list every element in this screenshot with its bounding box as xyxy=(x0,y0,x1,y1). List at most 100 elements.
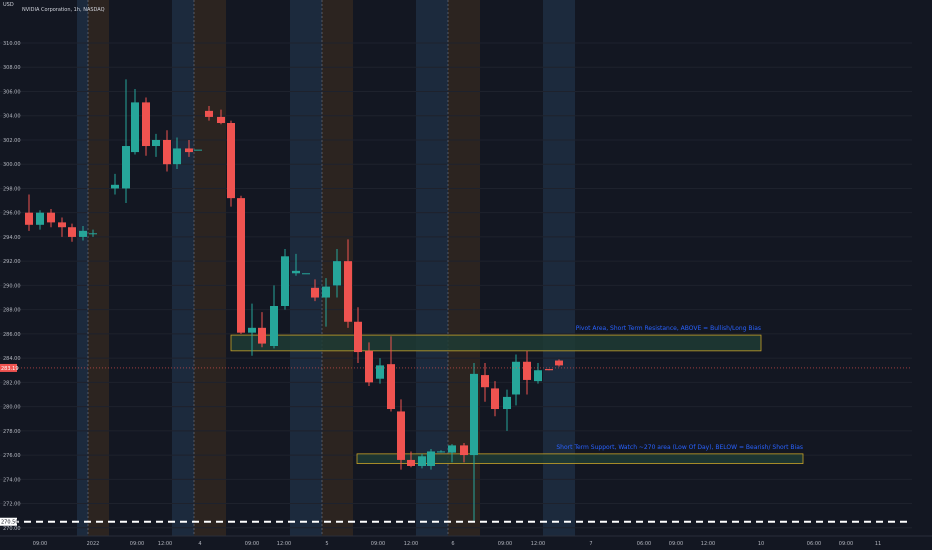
candle-body xyxy=(344,261,352,322)
x-tick-label: 12:00 xyxy=(701,541,715,547)
y-tick-label: 310.00 xyxy=(3,41,21,47)
candle-body xyxy=(36,212,44,225)
y-tick-label: 286.00 xyxy=(3,332,21,338)
candle-body xyxy=(437,451,445,453)
candle-body xyxy=(311,287,319,298)
session-band xyxy=(416,0,448,536)
candle-body xyxy=(217,116,225,123)
candles xyxy=(25,79,563,521)
y-tick-label: 304.00 xyxy=(3,114,21,120)
candle-body xyxy=(460,445,468,456)
y-tick-label: 300.00 xyxy=(3,162,21,168)
x-tick-label: 7 xyxy=(589,541,592,547)
candle-body xyxy=(111,184,119,189)
x-tick-label: 09:00 xyxy=(669,541,683,547)
grid xyxy=(0,0,912,536)
candle-body xyxy=(227,122,235,199)
y-tick-label: 274.00 xyxy=(3,477,21,483)
y-tick-label: 272.00 xyxy=(3,502,21,508)
candle-body xyxy=(397,411,405,460)
annotation-zone xyxy=(230,334,762,352)
x-tick-label: 09:00 xyxy=(371,541,385,547)
candle-body xyxy=(470,373,478,456)
session-band xyxy=(172,0,194,536)
y-tick-label: 290.00 xyxy=(3,283,21,289)
annotation-zone xyxy=(356,453,804,464)
session-band xyxy=(194,0,226,536)
x-tick-label: 12:00 xyxy=(158,541,172,547)
candle-body xyxy=(333,261,341,286)
x-tick-label: 6 xyxy=(451,541,454,547)
candle-body xyxy=(491,388,499,410)
x-tick-label: 09:00 xyxy=(839,541,853,547)
y-tick-label: 292.00 xyxy=(3,259,21,265)
y-tick-label: 308.00 xyxy=(3,65,21,71)
candle-body xyxy=(270,306,278,346)
session-band xyxy=(77,0,88,536)
x-tick-label: 5 xyxy=(325,541,328,547)
y-tick-label: 296.00 xyxy=(3,211,21,217)
candle-body xyxy=(281,256,289,307)
y-tick-label: 280.00 xyxy=(3,405,21,411)
x-tick-label: 11 xyxy=(875,541,881,547)
candle-body xyxy=(545,369,553,371)
annotation-label: Short Term Support, Watch ~270 area (Low… xyxy=(556,444,803,451)
y-tick-label: 282.00 xyxy=(3,380,21,386)
candle-body xyxy=(512,361,520,395)
x-tick-label: 09:00 xyxy=(498,541,512,547)
candle-body xyxy=(354,321,362,353)
x-tick-label: 06:00 xyxy=(807,541,821,547)
candle-body xyxy=(89,233,97,235)
x-tick-label: 09:00 xyxy=(245,541,259,547)
candle-body xyxy=(185,148,193,153)
candle-body xyxy=(387,364,395,410)
candle-body xyxy=(427,451,435,466)
candle-body xyxy=(205,110,213,117)
candle-body xyxy=(503,396,511,410)
y-tick-label: 284.00 xyxy=(3,356,21,362)
x-tick-label: 09:00 xyxy=(130,541,144,547)
candle-body xyxy=(555,360,563,366)
session-band xyxy=(290,0,322,536)
candle-body xyxy=(68,227,76,237)
candle-body xyxy=(481,375,489,388)
x-tick-label: 12:00 xyxy=(531,541,545,547)
candle-body xyxy=(523,361,531,380)
candle-body xyxy=(302,273,310,275)
candle-body xyxy=(448,445,456,453)
candle-body xyxy=(152,139,160,147)
candle-body xyxy=(163,139,171,165)
session-band xyxy=(88,0,109,536)
candle-body xyxy=(534,370,542,382)
candle-body xyxy=(173,148,181,165)
candle-body xyxy=(418,456,426,466)
y-tick-label: 288.00 xyxy=(3,308,21,314)
candle-body xyxy=(376,365,384,379)
candle-body xyxy=(142,102,150,147)
candle-body xyxy=(58,222,66,228)
support-price-tag xyxy=(0,517,17,526)
x-tick-label: 12:00 xyxy=(277,541,291,547)
price-lines: 283.19 270.50 xyxy=(0,363,912,526)
support-price-label: 270.50 xyxy=(1,520,19,526)
x-tick-label: 09:00 xyxy=(33,541,47,547)
last-price-tag xyxy=(0,363,17,372)
x-tick-label: 12:00 xyxy=(404,541,418,547)
axes: 310.00 308.00 306.00 304.00 302.00 300.00 298.… xyxy=(0,41,932,547)
candle-body xyxy=(194,149,202,151)
candle-body xyxy=(131,102,139,153)
x-tick-label: 4 xyxy=(198,541,201,547)
candle-body xyxy=(322,286,330,298)
session-band xyxy=(543,0,575,536)
y-tick-label: 276.00 xyxy=(3,453,21,459)
symbol-title: NVIDIA Corporation, 1h, NASDAQ xyxy=(22,7,105,13)
annotation-zones: Pivot Area, Short Term Resistance, ABOVE… xyxy=(230,325,804,464)
annotation-label: Pivot Area, Short Term Resistance, ABOVE… xyxy=(576,325,761,332)
candle-body xyxy=(122,146,130,189)
candle-body xyxy=(237,198,245,333)
x-tick-label: 06:00 xyxy=(637,541,651,547)
y-tick-label: 306.00 xyxy=(3,89,21,95)
candle-body xyxy=(248,327,256,333)
x-tick-label: 2022 xyxy=(87,541,100,547)
